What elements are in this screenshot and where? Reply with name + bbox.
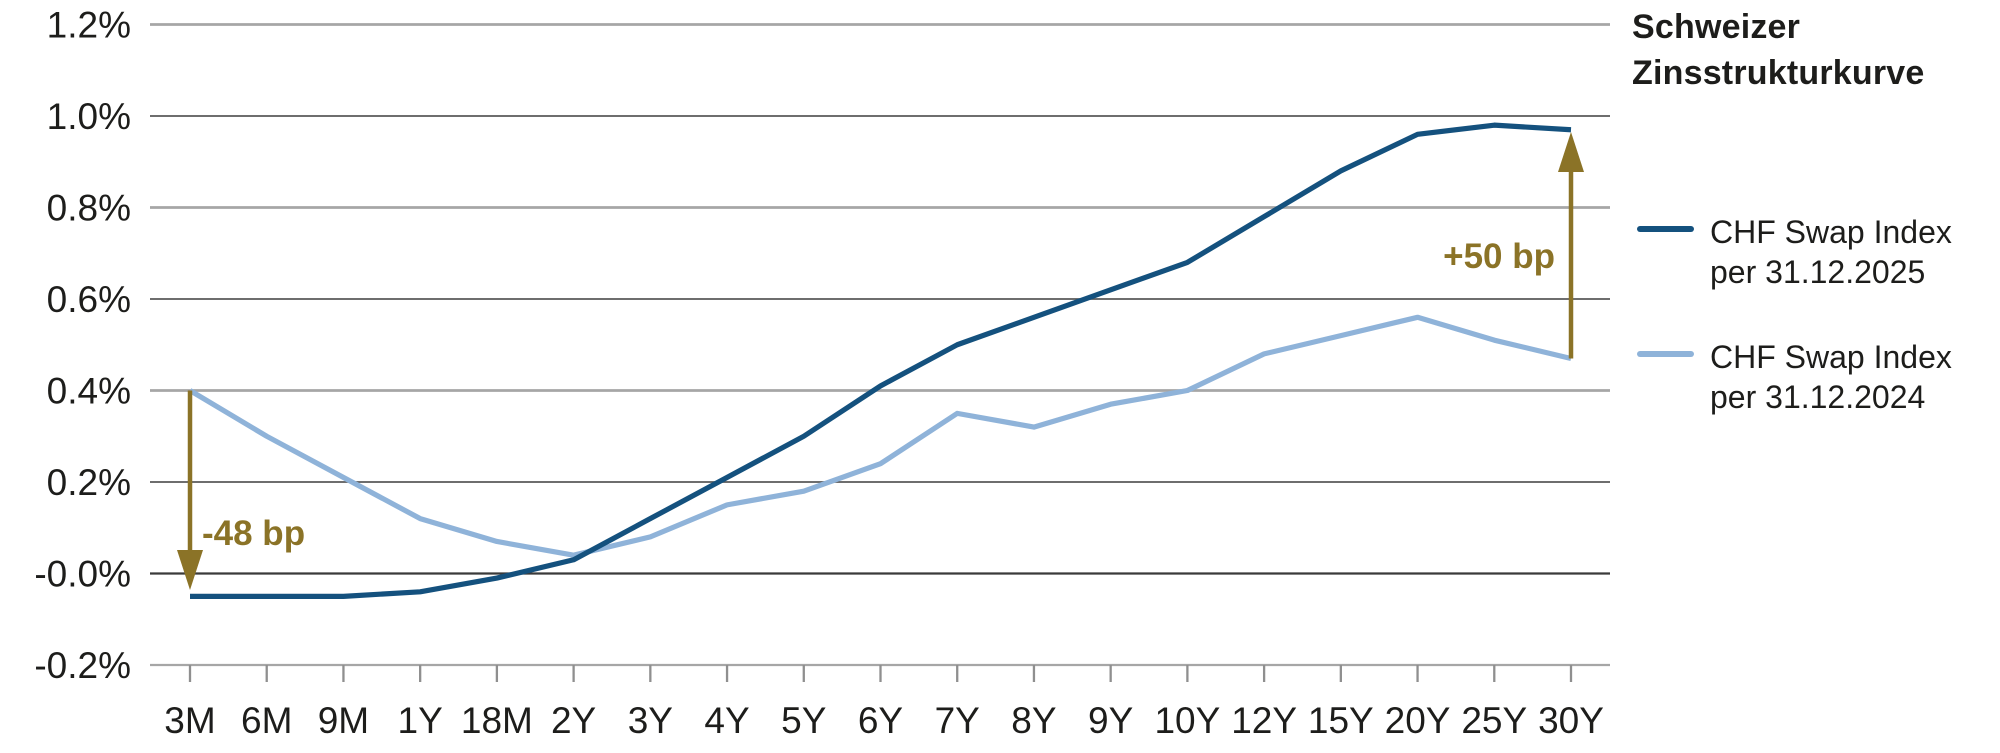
- legend-label-2024-line1: CHF Swap Index: [1710, 339, 1952, 375]
- x-axis-label: 30Y: [1538, 700, 1604, 741]
- chart-title-line2: Zinsstrukturkurve: [1632, 54, 1925, 92]
- chart-title: Schweizer Zinsstrukturkurve: [1632, 4, 1924, 96]
- y-axis-label: 1.2%: [47, 5, 131, 46]
- legend: CHF Swap Index per 31.12.2025 CHF Swap I…: [1637, 212, 1952, 462]
- x-axis-label: 6M: [241, 700, 292, 741]
- legend-swatch-2025: [1637, 226, 1694, 232]
- series-line-31122024: [188, 314, 1572, 558]
- legend-swatch-2024: [1637, 351, 1694, 357]
- x-axis-label: 4Y: [704, 700, 749, 741]
- legend-label-2025-line2: per 31.12.2025: [1710, 254, 1926, 290]
- chart-title-line1: Schweizer: [1632, 8, 1801, 46]
- annotation-long-end: +50 bp: [1443, 237, 1555, 276]
- y-axis-label: 0.8%: [47, 188, 131, 229]
- x-axis-label: 6Y: [858, 700, 903, 741]
- x-axis-label: 3Y: [628, 700, 673, 741]
- x-axis-label: 9M: [318, 700, 369, 741]
- annotation-short-end: -48 bp: [202, 514, 306, 553]
- x-axis-label: 7Y: [935, 700, 980, 741]
- legend-item-2025: CHF Swap Index per 31.12.2025: [1637, 212, 1952, 292]
- x-axis-label: 20Y: [1385, 700, 1451, 741]
- legend-label-2024-line2: per 31.12.2024: [1710, 379, 1926, 415]
- legend-label-2025: CHF Swap Index per 31.12.2025: [1710, 212, 1952, 292]
- legend-label-2025-line1: CHF Swap Index: [1710, 214, 1952, 250]
- legend-item-2024: CHF Swap Index per 31.12.2024: [1637, 337, 1952, 417]
- y-axis-label: -0.0%: [34, 554, 131, 595]
- x-axis-label: 12Y: [1231, 700, 1297, 741]
- y-axis-label: -0.2%: [34, 645, 131, 686]
- x-axis-label: 9Y: [1088, 700, 1133, 741]
- x-axis-label: 25Y: [1461, 700, 1527, 741]
- x-axis-label: 3M: [164, 700, 215, 741]
- x-axis-label: 10Y: [1154, 700, 1220, 741]
- delta-arrow-down-head: [177, 549, 203, 590]
- y-axis-label: 0.6%: [47, 279, 131, 320]
- x-axis-label: 15Y: [1308, 700, 1374, 741]
- x-axis-label: 8Y: [1011, 700, 1056, 741]
- legend-label-2024: CHF Swap Index per 31.12.2024: [1710, 337, 1952, 417]
- x-axis-label: 1Y: [398, 700, 443, 741]
- x-axis-label: 5Y: [781, 700, 826, 741]
- series-line-31122025: [190, 122, 1572, 599]
- y-axis-label: 1.0%: [47, 96, 131, 137]
- y-axis-label: 0.4%: [47, 371, 131, 412]
- y-axis-label: 0.2%: [47, 462, 131, 503]
- x-axis-label: 2Y: [551, 700, 596, 741]
- x-axis-label: 18M: [461, 700, 533, 741]
- delta-arrow-up-head: [1558, 132, 1584, 173]
